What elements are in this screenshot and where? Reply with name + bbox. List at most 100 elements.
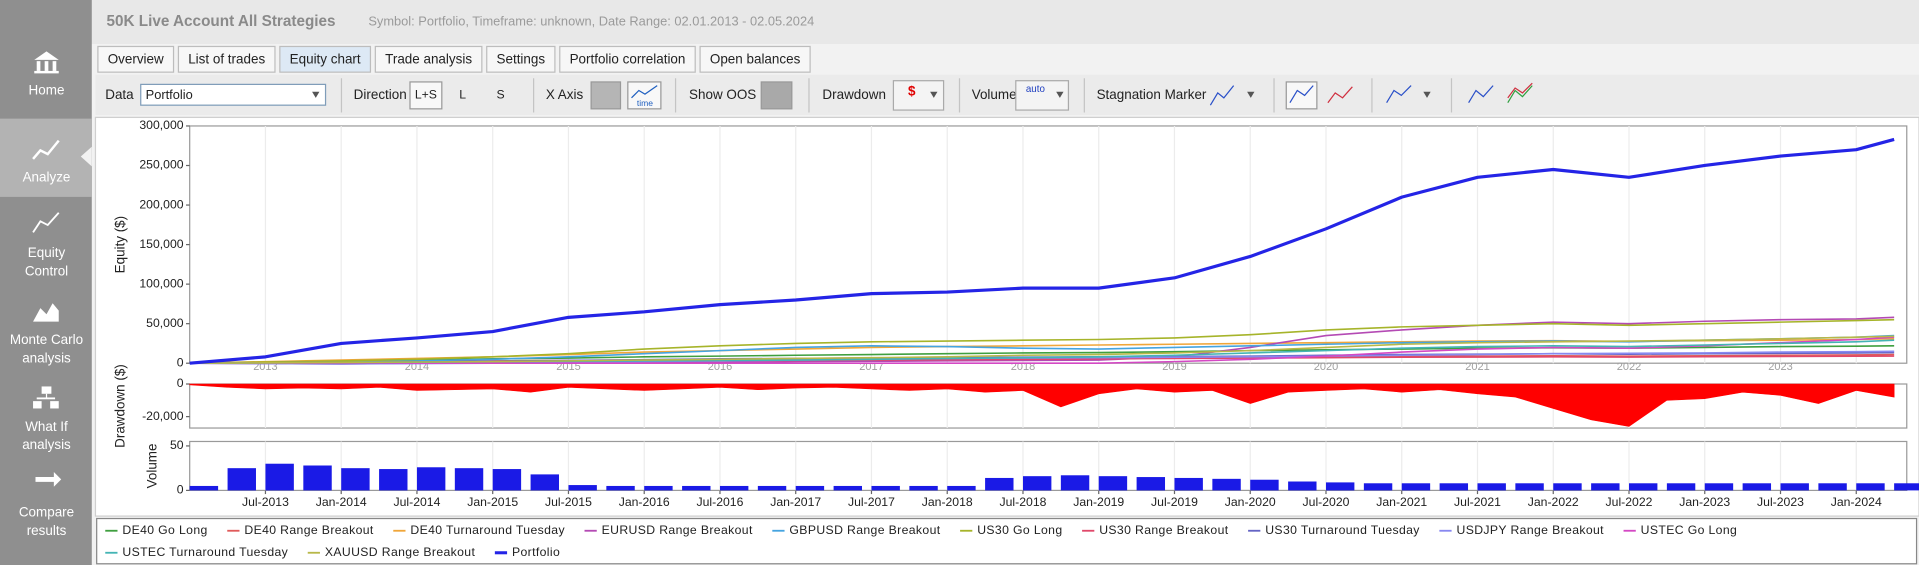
volume-bar: [1174, 477, 1203, 491]
analyze-icon: [32, 139, 60, 160]
legend-label: USTEC Go Long: [1641, 523, 1738, 537]
x-tick-label: Jul-2014: [394, 495, 441, 509]
x-tick-label: Jul-2019: [1151, 495, 1198, 509]
direction-option[interactable]: L: [459, 88, 466, 102]
x-tick-label: Jul-2015: [545, 495, 592, 509]
tab[interactable]: Trade analysis: [374, 45, 483, 73]
stagnation-icon[interactable]: [1209, 85, 1235, 106]
chart-option-icon[interactable]: [1468, 85, 1494, 104]
legend-item[interactable]: DE40 Go Long: [105, 523, 207, 537]
legend-item[interactable]: USDJPY Range Breakout: [1439, 523, 1604, 537]
chart: 0 50 Volume Jul-2013 Jan-2014 Jul-2014 Jan-201…: [145, 438, 1919, 509]
legend-item[interactable]: XAUUSD Range Breakout: [307, 545, 476, 559]
chart-option-icon: [1507, 82, 1533, 99]
volume-bar: [1515, 483, 1544, 491]
y-tick-label: 150,000: [139, 237, 183, 251]
x-tick-label: Jan-2021: [1376, 495, 1427, 509]
legend-item[interactable]: US30 Turnaround Tuesday: [1248, 523, 1420, 537]
year-label: 2022: [1617, 361, 1641, 373]
volume-bar: [492, 469, 522, 491]
plot-area: [189, 125, 1908, 364]
legend-item[interactable]: DE40 Turnaround Tuesday: [393, 523, 565, 537]
legend-item[interactable]: EURUSD Range Breakout: [584, 523, 753, 537]
legend-label: DE40 Turnaround Tuesday: [410, 523, 565, 537]
volume-bar: [379, 469, 408, 491]
volume-bar: [795, 485, 825, 491]
volume-bar: [1060, 475, 1090, 491]
x-tick-label: Jul-2022: [1606, 495, 1653, 509]
dropdown-arrow: [1423, 91, 1431, 98]
y-tick-label: 50: [170, 438, 184, 452]
legend-item[interactable]: US30 Range Breakout: [1082, 523, 1229, 537]
tab[interactable]: Open balances: [699, 45, 811, 73]
volume-bar: [416, 467, 446, 491]
legend-item[interactable]: DE40 Range Breakout: [227, 523, 374, 537]
drawdown-btn[interactable]: [892, 80, 945, 111]
data-select[interactable]: [140, 83, 327, 106]
chart-option-icon[interactable]: [1507, 85, 1533, 104]
direction-both-btn[interactable]: [409, 81, 443, 110]
tab[interactable]: Overview: [97, 45, 175, 73]
tab-bg: [559, 45, 696, 73]
legend-label: US30 Go Long: [977, 523, 1062, 537]
direction-option[interactable]: S: [496, 88, 504, 102]
tab[interactable]: Equity chart: [279, 45, 372, 73]
volume-bar: [1098, 476, 1128, 491]
legend-label: DE40 Range Breakout: [244, 523, 374, 537]
show-oos-btn[interactable]: [760, 81, 793, 110]
data-label: Data: [105, 87, 134, 102]
toolbar: Data Portfolio Direction L+S L S X Axis …: [95, 74, 1919, 115]
year-label: 2019: [1162, 361, 1186, 373]
volume-bar: [1894, 483, 1919, 491]
y-tick-label: 50,000: [146, 316, 184, 330]
legend-item[interactable]: USTEC Go Long: [1623, 523, 1738, 537]
tab-label: Settings: [497, 51, 546, 66]
equity-line: [189, 336, 1895, 365]
tab[interactable]: Settings: [486, 45, 556, 73]
nav-compare[interactable]: Compare results: [19, 504, 74, 537]
legend-item[interactable]: USTEC Turnaround Tuesday: [105, 545, 288, 559]
legend-item[interactable]: GBPUSD Range Breakout: [772, 523, 940, 537]
year-label: 2021: [1465, 361, 1489, 373]
chart-option-icon[interactable]: [1327, 86, 1353, 104]
volume-bar: [1363, 483, 1393, 491]
equity-line: [189, 318, 1895, 365]
legend-label: Portfolio: [512, 545, 560, 559]
tab-bg: [699, 45, 811, 73]
x-axis-trades-btn[interactable]: [590, 81, 622, 110]
chart-option-icon[interactable]: [1386, 85, 1412, 104]
x-axis-label: X Axis: [546, 87, 584, 102]
sidebar-active: [0, 118, 92, 197]
tab-bg: [279, 45, 372, 73]
nav-what-if[interactable]: What If analysis: [22, 418, 71, 451]
nav-home[interactable]: Home: [29, 82, 65, 97]
nav-monte-carlo[interactable]: Monte Carlo analysis: [10, 332, 83, 365]
legend-label: XAUUSD Range Breakout: [325, 545, 476, 559]
select-arrow: [312, 91, 320, 98]
tab[interactable]: Portfolio correlation: [559, 45, 696, 73]
y-tick-label: 0: [177, 376, 184, 390]
volume-icon: auto: [1026, 84, 1046, 95]
x-tick-label: Jul-2023: [1757, 495, 1804, 509]
legend-item[interactable]: US30 Go Long: [960, 523, 1062, 537]
direction-label: Direction: [354, 87, 407, 102]
tab-label: List of trades: [188, 51, 265, 66]
volume-bar: [947, 485, 976, 491]
nav-analyze[interactable]: Analyze: [23, 169, 71, 184]
year-label: 2017: [859, 361, 883, 373]
y-tick-label: 0: [177, 483, 184, 497]
tab[interactable]: List of trades: [177, 45, 276, 73]
x-tick-label: Jan-2019: [1073, 495, 1124, 509]
tab-label: Open balances: [710, 51, 801, 66]
volume-bar: [871, 485, 900, 491]
legend-label: GBPUSD Range Breakout: [789, 523, 940, 537]
legend-label: US30 Turnaround Tuesday: [1265, 523, 1420, 537]
volume-bar: [568, 485, 597, 491]
nav-equity-control[interactable]: Equity Control: [25, 245, 68, 278]
legend-item[interactable]: Portfolio: [494, 545, 560, 559]
sidebar-bg: [0, 0, 92, 565]
chart: 0 50,000 100,000 150,000 200,000 250,000 300,0…: [113, 118, 1908, 373]
volume-bar: [265, 463, 294, 491]
volume-bar: [1439, 483, 1469, 491]
y-axis-title: Equity ($): [113, 216, 128, 273]
